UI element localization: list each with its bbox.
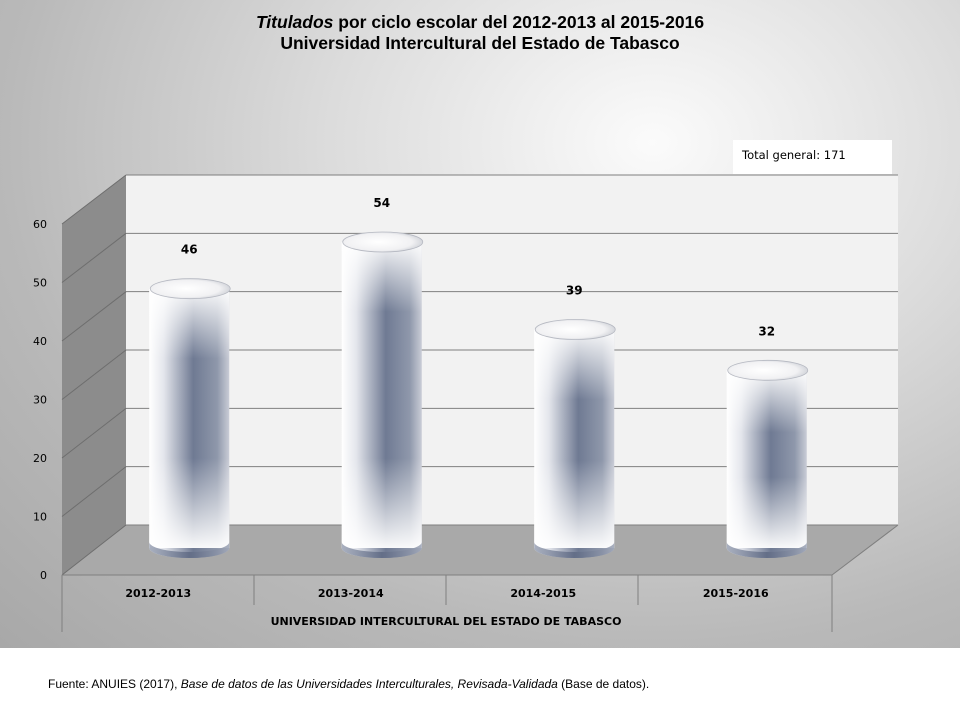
y-tick-label: 60 [33,218,47,231]
y-tick-label: 0 [40,569,47,582]
bar-cap [534,319,616,340]
bar-cap [342,231,424,253]
gridline-side [61,174,127,225]
bar-cap [149,278,231,300]
y-tick-label: 20 [33,452,47,465]
source-prefix: Fuente: ANUIES (2017), [48,677,181,691]
bar-chart: 0 10 20 30 40 50 60 46 54 39 32 2012-2013 2013-201… [33,174,899,632]
y-tick-label: 10 [33,511,47,524]
gridline-side [61,524,127,576]
data-label: 32 [758,324,775,338]
bar-base [149,542,230,558]
title-line2: Universidad Intercultural del Estado de … [280,33,680,53]
data-label: 39 [566,284,583,298]
table-floor-edge [831,524,899,576]
category-label: 2013-2014 [318,587,384,600]
gridline-side [61,232,127,283]
bar-highlight-top [341,242,422,312]
gridline-side [61,291,127,342]
title-line1: por ciclo escolar del 2012-2013 al 2015-… [333,12,705,32]
bar-2015-2016 [726,359,809,558]
data-label: 54 [373,196,390,210]
gridline-side [61,407,127,459]
total-box: Total general: 171 [733,140,892,174]
bar-highlight-bottom [726,476,807,548]
y-tick-label: 40 [33,335,47,348]
source-title: Base de datos de las Universidades Inter… [180,677,558,691]
bars [149,231,809,558]
gridline-side [61,466,127,517]
data-labels: 46 54 39 32 [181,196,775,338]
bar-highlight-bottom [341,458,422,548]
bar-base [341,542,422,558]
data-label: 46 [181,243,198,257]
bar-highlight-bottom [149,458,230,548]
y-tick-label: 30 [33,394,47,407]
bar-highlight-bottom [534,460,615,548]
bar-highlight-top [149,288,230,359]
bar-2012-2013 [149,278,231,558]
category-label: 2012-2013 [125,587,191,600]
title-italic: Titulados [255,12,334,32]
floor [62,525,898,575]
chart-title: Titulados por ciclo escolar del 2012-201… [0,12,960,54]
group-label: UNIVERSIDAD INTERCULTURAL DEL ESTADO DE … [271,615,622,628]
category-axis: 2012-2013 2013-2014 2014-2015 2015-2016 UNI… [61,524,899,632]
category-label: 2015-2016 [703,587,769,600]
bar-2013-2014 [341,231,424,558]
bar-highlight-top [534,329,615,400]
category-label: 2014-2015 [510,587,576,600]
bar-cap [727,359,809,381]
bar-base [534,542,615,558]
y-axis: 0 10 20 30 40 50 60 [33,218,47,582]
y-tick-label: 50 [33,277,47,290]
gridline-side [61,349,127,400]
source-suffix: (Base de datos). [557,677,650,691]
bar-2014-2015 [534,319,616,558]
source-note: Fuente: ANUIES (2017), Base de datos de … [48,677,649,691]
bar-base [726,542,807,558]
